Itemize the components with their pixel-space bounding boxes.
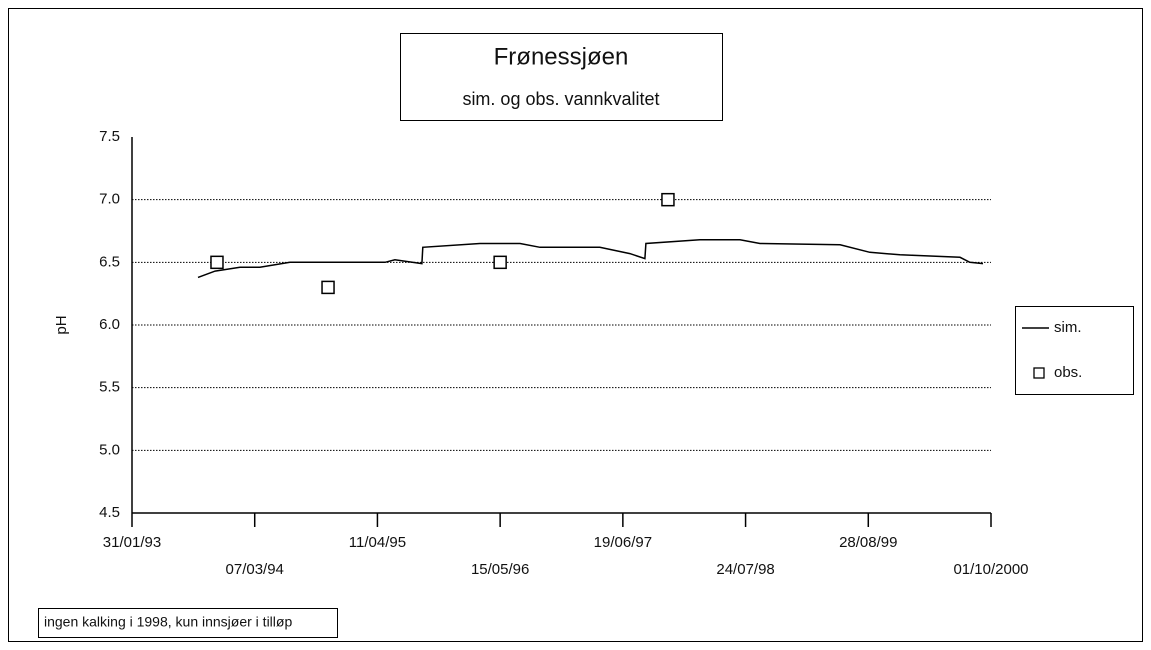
obs-marker	[321, 280, 335, 295]
frame	[8, 8, 1143, 642]
legend-marker	[1033, 367, 1045, 379]
legend-label: sim.	[1054, 319, 1082, 336]
legend-box	[1015, 306, 1134, 395]
y-tick-label: 5.0	[99, 441, 120, 458]
y-axis-label: pH	[53, 315, 70, 334]
x-tick-label: 01/10/2000	[953, 561, 1028, 578]
x-tick-label: 28/08/99	[839, 534, 897, 551]
chart-title: Frønessjøen	[494, 43, 629, 70]
x-tick-label: 11/04/95	[349, 534, 406, 551]
title-box	[400, 33, 723, 121]
x-tick-label: 24/07/98	[716, 561, 774, 578]
x-tick-label: 07/03/94	[226, 561, 284, 578]
annotation: ingen kalking i 1998, kun innsjøer i til…	[44, 614, 292, 630]
sim-line	[197, 239, 984, 279]
y-tick-label: 7.0	[99, 191, 120, 208]
y-tick-label: 7.5	[99, 128, 120, 145]
y-tick-label: 5.5	[99, 379, 120, 396]
y-tick-label: 6.0	[99, 316, 120, 333]
annotation-box	[38, 608, 338, 638]
y-tick-label: 6.5	[99, 253, 120, 270]
obs-marker	[210, 255, 224, 270]
x-tick-label: 19/06/97	[594, 534, 652, 551]
x-tick-label: 31/01/93	[103, 534, 161, 551]
obs-marker	[661, 192, 675, 207]
x-tick-label: 15/05/96	[471, 561, 529, 578]
obs-marker	[493, 255, 507, 270]
y-tick-label: 4.5	[99, 504, 120, 521]
legend-label: obs.	[1054, 364, 1082, 381]
chart-subtitle: sim. og obs. vannkvalitet	[462, 89, 659, 109]
